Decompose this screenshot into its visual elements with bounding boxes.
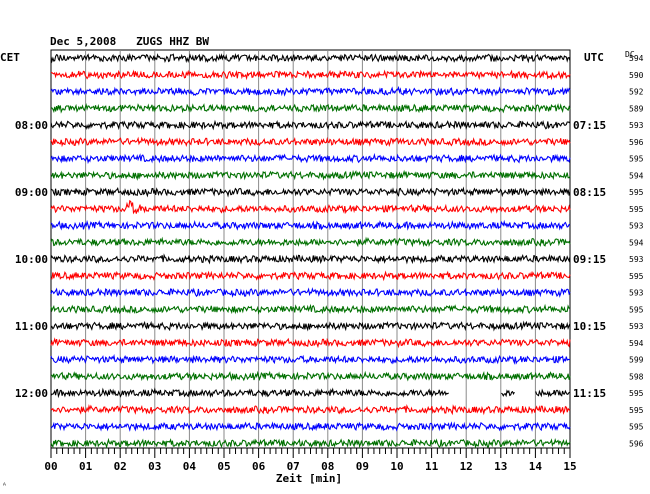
right-axis-label: UTC [584, 51, 604, 64]
x-tick-label: 03 [148, 460, 161, 473]
dc-value: 593 [629, 322, 644, 331]
trace-line [50, 437, 571, 449]
trace-line [50, 199, 571, 215]
left-time-label: 11:00 [15, 320, 48, 333]
trace-line [50, 253, 571, 265]
trace-line [50, 270, 571, 282]
dc-value: 595 [629, 205, 644, 214]
dc-value: 595 [629, 423, 644, 432]
dc-value: 594 [629, 54, 644, 63]
trace-line [50, 236, 571, 248]
dc-value: 589 [629, 104, 644, 113]
dc-value: 595 [629, 188, 644, 197]
trace-line [50, 421, 571, 432]
x-tick-label: 08 [321, 460, 334, 473]
trace-line [50, 219, 571, 231]
labels: 00 01 02 03 04 05 06 07 08 09 10 11 12 13 14 15 594 590 59… [15, 54, 644, 473]
trace-line [50, 320, 571, 332]
x-tick-label: 10 [390, 460, 403, 473]
x-tick-label: 00 [44, 460, 57, 473]
trace-line [50, 169, 571, 181]
dc-value: 598 [629, 372, 644, 381]
left-time-label: 09:00 [15, 186, 48, 199]
left-time-label: 10:00 [15, 253, 48, 266]
trace-line [50, 403, 571, 416]
trace-line [51, 370, 571, 382]
x-tick-label: 06 [252, 460, 266, 473]
dc-value: 592 [629, 88, 644, 97]
right-time-label: 07:15 [573, 119, 606, 132]
left-axis-label: CET [0, 51, 20, 64]
trace-line [50, 186, 571, 198]
dc-value: 593 [629, 222, 644, 231]
trace-line [50, 136, 571, 148]
x-tick-label: 14 [529, 460, 543, 473]
traces [50, 52, 571, 449]
dc-value: 595 [629, 305, 644, 314]
trace-line [50, 337, 571, 349]
dc-value: 593 [629, 255, 644, 264]
dc-label: DC [625, 50, 635, 59]
grid [50, 49, 571, 458]
x-tick-label: 04 [183, 460, 197, 473]
x-axis-label: Zeit [min] [276, 472, 342, 485]
x-tick-label: 07 [287, 460, 300, 473]
dc-value: 596 [629, 138, 644, 147]
left-time-label: 08:00 [15, 119, 48, 132]
trace-line [50, 353, 571, 365]
x-tick-label: 01 [79, 460, 93, 473]
right-time-label: 08:15 [573, 186, 606, 199]
right-time-label: 10:15 [573, 320, 606, 333]
trace-line [50, 103, 571, 114]
x-tick-label: 05 [217, 460, 230, 473]
dc-value: 596 [629, 439, 644, 448]
dc-value: 594 [629, 238, 644, 247]
dc-value: 593 [629, 121, 644, 130]
left-time-label: 12:00 [15, 387, 48, 400]
dc-value: 590 [629, 71, 644, 80]
trace-line [50, 119, 571, 131]
dc-value: 593 [629, 289, 644, 298]
trace-line [50, 152, 571, 165]
trace-line [50, 85, 571, 97]
right-time-label: 11:15 [573, 387, 606, 400]
trace-line [50, 287, 571, 298]
right-time-label: 09:15 [573, 253, 606, 266]
x-tick-label: 15 [563, 460, 576, 473]
chart-title: Dec 5,2008 ZUGS HHZ BW [50, 35, 209, 48]
trace-line [50, 69, 571, 81]
x-tick-label: 02 [114, 460, 127, 473]
corner-mark: ᴬ [2, 481, 7, 490]
dc-value: 595 [629, 406, 644, 415]
x-tick-label: 09 [356, 460, 369, 473]
trace-line [50, 303, 571, 315]
dc-value: 594 [629, 171, 644, 180]
trace-line [50, 52, 571, 64]
trace-line [50, 387, 571, 399]
dc-value: 595 [629, 155, 644, 164]
dc-value: 595 [629, 272, 644, 281]
dc-value: 599 [629, 356, 644, 365]
x-tick-label: 11 [425, 460, 439, 473]
x-tick-label: 12 [460, 460, 473, 473]
dc-value: 595 [629, 389, 644, 398]
dc-value: 594 [629, 339, 644, 348]
x-tick-label: 13 [494, 460, 507, 473]
